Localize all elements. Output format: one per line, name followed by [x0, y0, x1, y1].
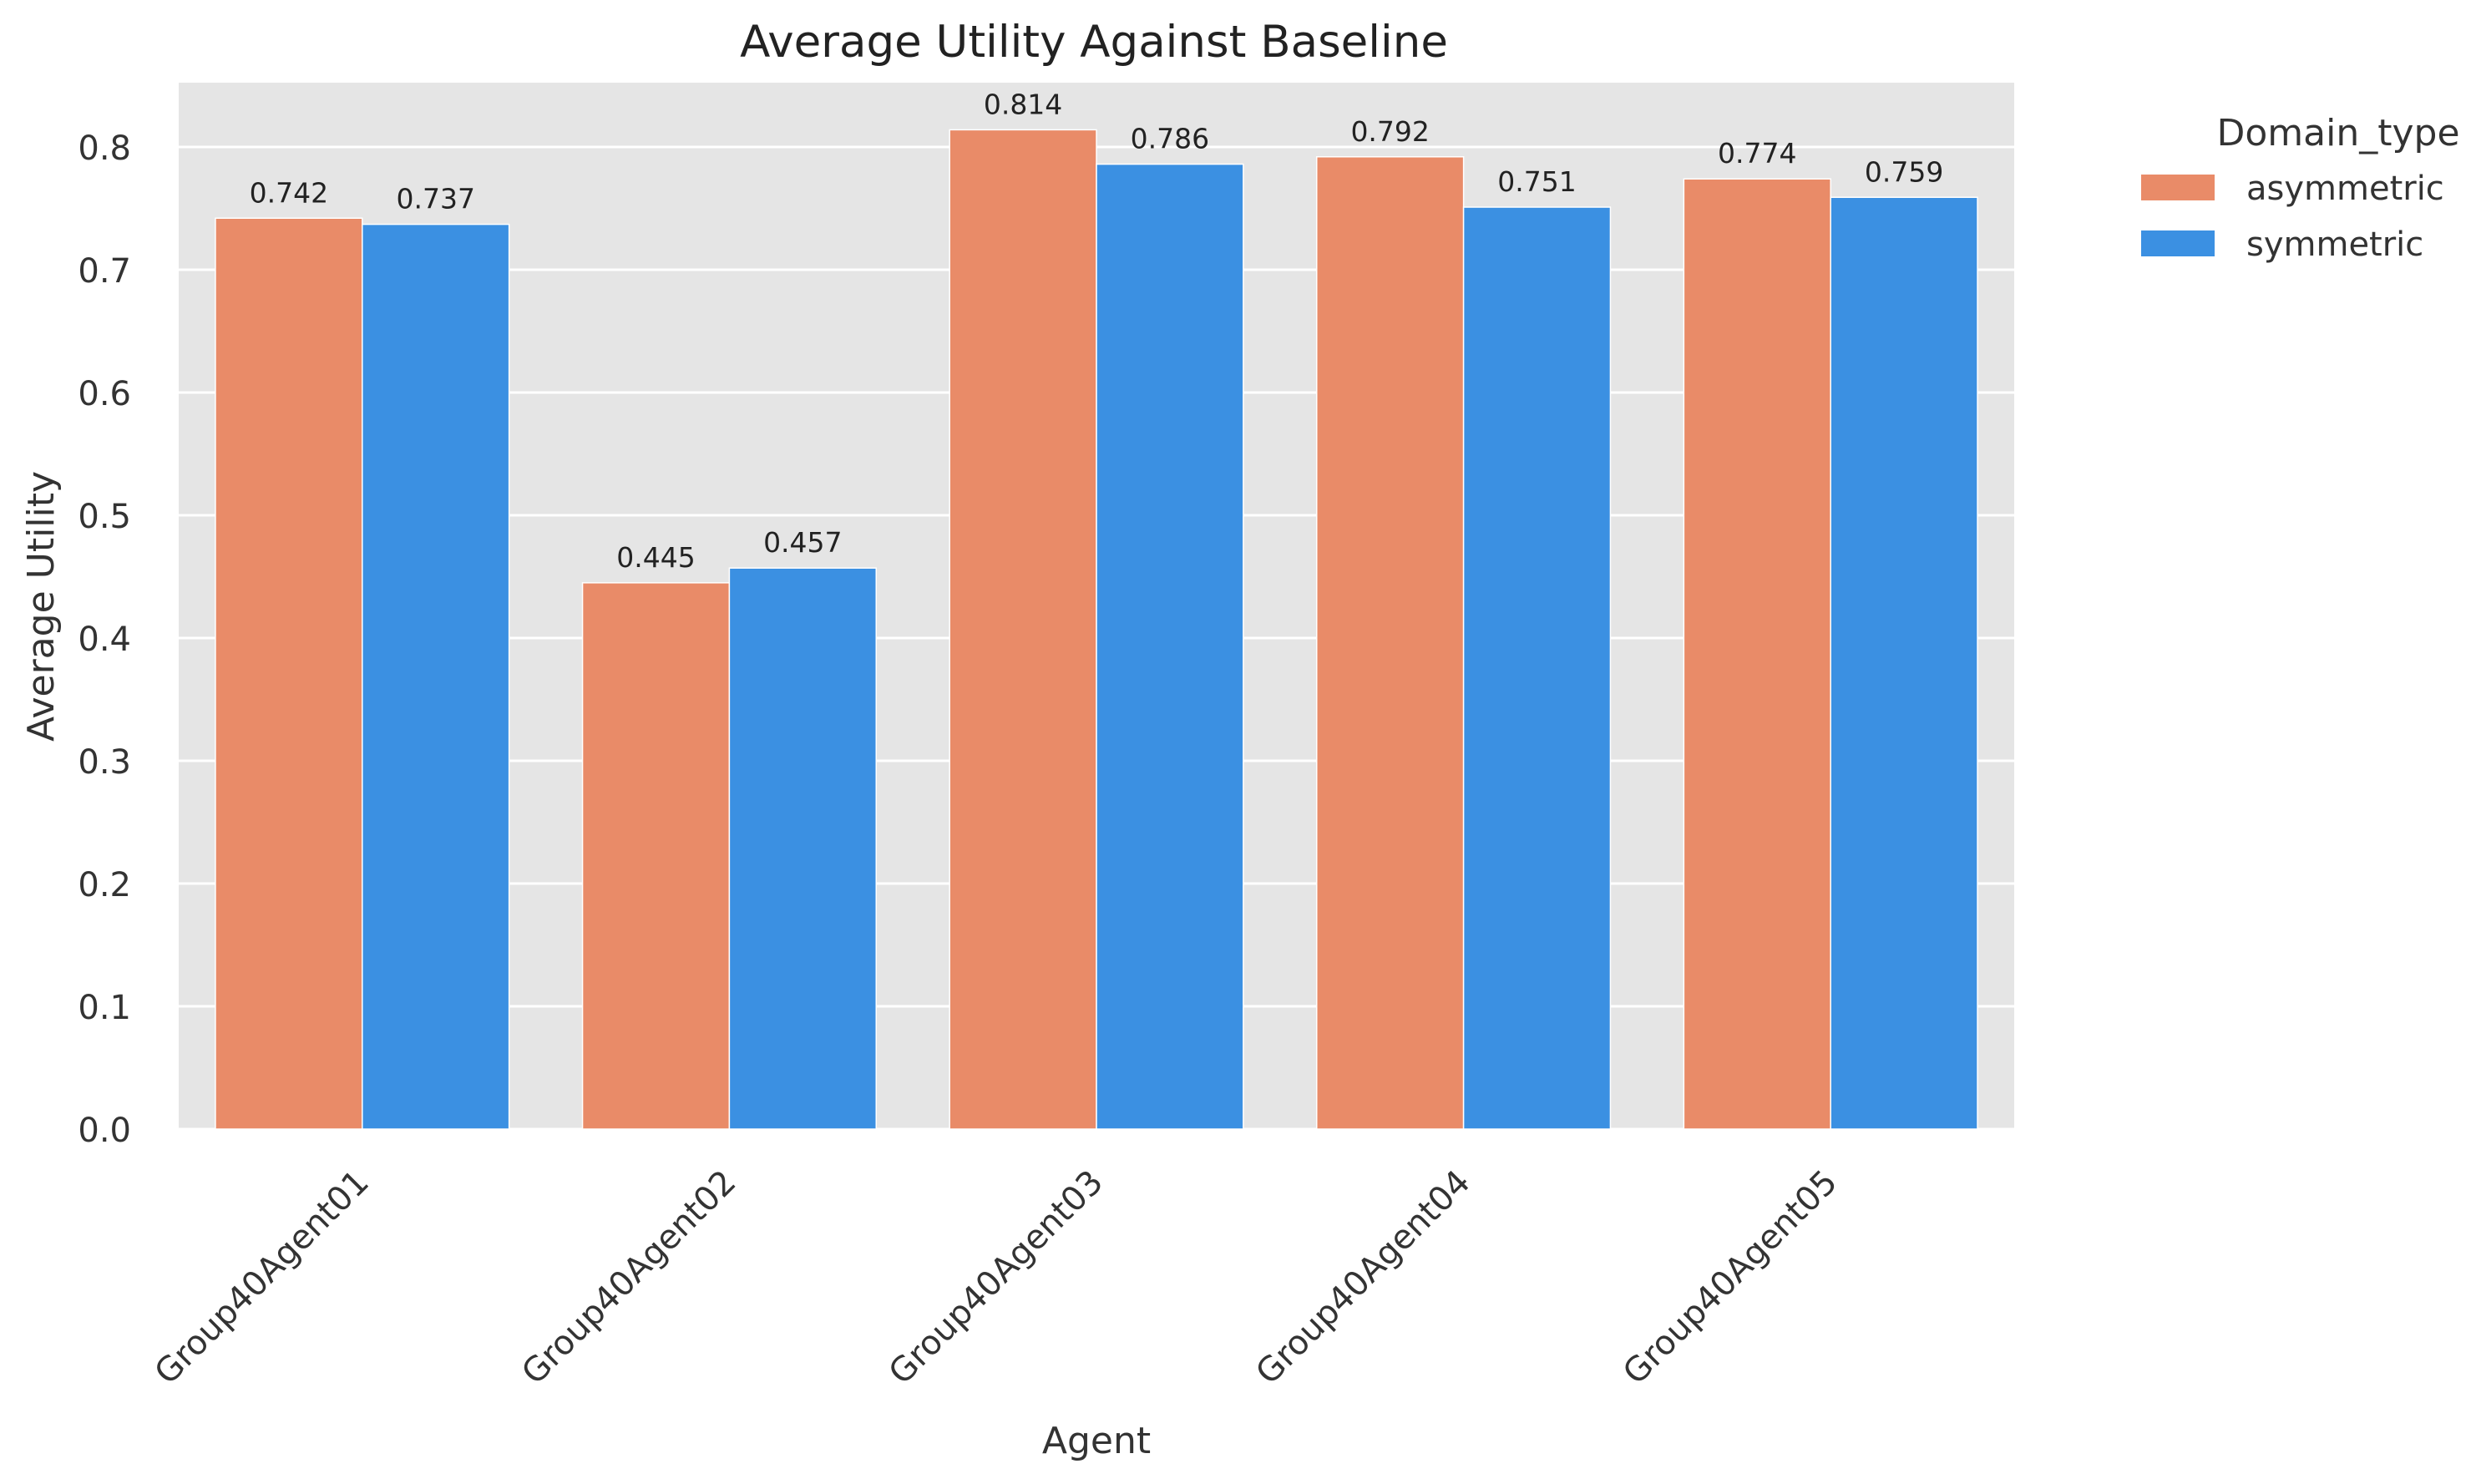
x-tick-label: Group40Agent04 [1248, 1163, 1477, 1392]
x-tick-label: Group40Agent03 [882, 1163, 1111, 1392]
bar-asymmetric-Group40Agent05 [1683, 178, 1831, 1130]
x-tick-labels: Group40Agent01 Group40Agent02 Group40Agent… [148, 1163, 1846, 1392]
legend-swatch-symmetric [2141, 230, 2215, 256]
y-tick-label: 0.5 [78, 498, 131, 536]
y-tick-labels: 0.0 0.1 0.2 0.3 0.4 0.5 0.6 0.7 0.8 [78, 129, 131, 1150]
y-tick-label: 0.4 [78, 620, 131, 659]
x-tick-label: Group40Agent01 [148, 1163, 377, 1392]
y-tick-label: 0.0 [78, 1112, 131, 1150]
bar-symmetric-Group40Agent04 [1462, 206, 1612, 1130]
x-tick-label: Group40Agent05 [1616, 1163, 1845, 1392]
legend: Domain_type asymmetric symmetric [2141, 112, 2460, 264]
bar-value-label: 0.737 [396, 183, 474, 215]
bar-value-label: 0.742 [250, 176, 328, 209]
bar-symmetric-Group40Agent05 [1830, 196, 1978, 1130]
bar-asymmetric-Group40Agent01 [215, 217, 363, 1130]
legend-swatch-asymmetric [2141, 175, 2215, 200]
y-tick-label: 0.1 [78, 989, 131, 1027]
y-axis-label: Average Utility [20, 471, 63, 742]
bar-value-label: 0.457 [763, 526, 842, 559]
bar-value-label: 0.814 [984, 88, 1062, 120]
bar-value-label: 0.751 [1497, 165, 1576, 198]
bar-value-labels: 0.742 0.737 0.445 0.457 0.814 0.786 0.792 0.751… [250, 88, 1944, 573]
y-tick-label: 0.2 [78, 866, 131, 904]
bar-symmetric-Group40Agent01 [362, 223, 510, 1130]
bar-value-label: 0.759 [1865, 155, 1943, 188]
y-tick-label: 0.3 [78, 743, 131, 782]
bar-value-label: 0.786 [1131, 123, 1209, 155]
bar-asymmetric-Group40Agent04 [1316, 156, 1465, 1130]
y-tick-label: 0.8 [78, 129, 131, 168]
bar-value-label: 0.445 [616, 541, 695, 574]
legend-title: Domain_type [2216, 112, 2459, 154]
bar-symmetric-Group40Agent03 [1096, 163, 1244, 1130]
bar-value-label: 0.774 [1718, 137, 1796, 170]
bars [215, 129, 1978, 1130]
bar-asymmetric-Group40Agent02 [581, 582, 731, 1130]
chart-title: Average Utility Against Baseline [740, 17, 1448, 68]
legend-label-asymmetric: asymmetric [2246, 170, 2444, 208]
x-axis-label: Agent [1042, 1420, 1151, 1462]
bar-value-label: 0.792 [1350, 115, 1429, 148]
y-tick-label: 0.6 [78, 375, 131, 413]
legend-label-symmetric: symmetric [2246, 225, 2423, 264]
x-tick-label: Group40Agent02 [514, 1163, 743, 1392]
bar-asymmetric-Group40Agent03 [949, 129, 1097, 1130]
y-tick-label: 0.7 [78, 252, 131, 291]
bar-symmetric-Group40Agent02 [728, 567, 877, 1130]
legend-items: asymmetric symmetric [2141, 170, 2444, 264]
